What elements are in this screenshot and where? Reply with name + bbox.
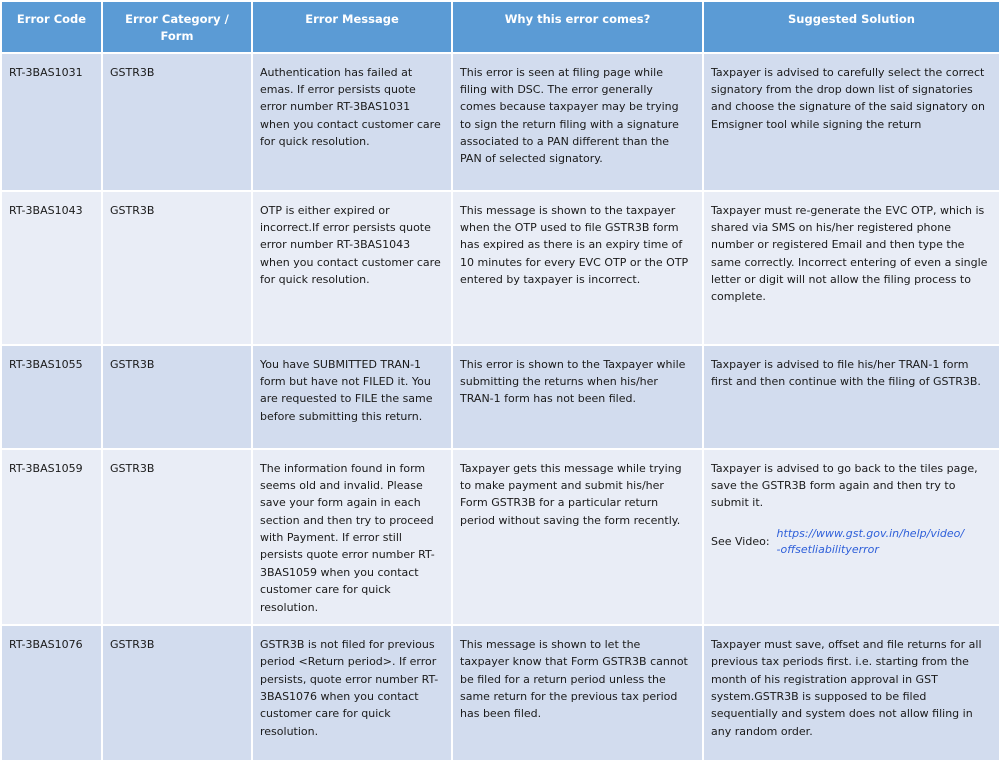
- column-header-why-error: Why this error comes?: [451, 0, 704, 54]
- cell-error-message: Authentication has failed at emas. If er…: [251, 51, 453, 192]
- cell-why-error: This error is seen at filing page while …: [451, 51, 704, 192]
- table-row: RT-3BAS1076 GSTR3B GSTR3B is not filed f…: [0, 623, 999, 762]
- see-video-row: See Video: https://www.gst.gov.in/help/v…: [711, 526, 989, 558]
- table-row: RT-3BAS1059 GSTR3B The information found…: [0, 447, 999, 626]
- cell-error-message: OTP is either expired or incorrect.If er…: [251, 189, 453, 346]
- cell-error-code: RT-3BAS1031: [0, 51, 103, 192]
- cell-error-category: GSTR3B: [101, 51, 253, 192]
- cell-error-category: GSTR3B: [101, 189, 253, 346]
- cell-why-error: This error is shown to the Taxpayer whil…: [451, 343, 704, 450]
- video-link-line1: https://www.gst.gov.in/help/video/: [776, 526, 965, 540]
- cell-error-category: GSTR3B: [101, 343, 253, 450]
- cell-error-code: RT-3BAS1076: [0, 623, 103, 762]
- cell-error-category: GSTR3B: [101, 447, 253, 626]
- cell-why-error: This message is shown to let the taxpaye…: [451, 623, 704, 762]
- solution-text: Taxpayer is advised to go back to the ti…: [711, 461, 978, 510]
- cell-error-code: RT-3BAS1059: [0, 447, 103, 626]
- table-row: RT-3BAS1031 GSTR3B Authentication has fa…: [0, 51, 999, 192]
- table-row: RT-3BAS1055 GSTR3B You have SUBMITTED TR…: [0, 343, 999, 450]
- column-header-suggested-solution: Suggested Solution: [702, 0, 999, 54]
- column-header-error-code: Error Code: [0, 0, 103, 54]
- cell-suggested-solution: Taxpayer is advised to file his/her TRAN…: [702, 343, 999, 450]
- cell-error-code: RT-3BAS1055: [0, 343, 103, 450]
- video-link-line2: -offsetliabilityerror: [776, 542, 879, 556]
- cell-error-message: The information found in form seems old …: [251, 447, 453, 626]
- cell-why-error: This message is shown to the taxpayer wh…: [451, 189, 704, 346]
- table-row: RT-3BAS1043 GSTR3B OTP is either expired…: [0, 189, 999, 346]
- column-header-error-message: Error Message: [251, 0, 453, 54]
- cell-why-error: Taxpayer gets this message while trying …: [451, 447, 704, 626]
- cell-suggested-solution: Taxpayer must re-generate the EVC OTP, w…: [702, 189, 999, 346]
- column-header-error-category: Error Category / Form: [101, 0, 253, 54]
- see-video-label: See Video:: [711, 534, 770, 548]
- cell-error-message: You have SUBMITTED TRAN-1 form but have …: [251, 343, 453, 450]
- cell-error-message: GSTR3B is not filed for previous period …: [251, 623, 453, 762]
- cell-suggested-solution: Taxpayer is advised to carefully select …: [702, 51, 999, 192]
- table-header-row: Error Code Error Category / Form Error M…: [0, 0, 999, 54]
- cell-suggested-solution: Taxpayer is advised to go back to the ti…: [702, 447, 999, 626]
- cell-error-code: RT-3BAS1043: [0, 189, 103, 346]
- cell-error-category: GSTR3B: [101, 623, 253, 762]
- video-link[interactable]: https://www.gst.gov.in/help/video/ -offs…: [777, 526, 965, 558]
- cell-suggested-solution: Taxpayer must save, offset and file retu…: [702, 623, 999, 762]
